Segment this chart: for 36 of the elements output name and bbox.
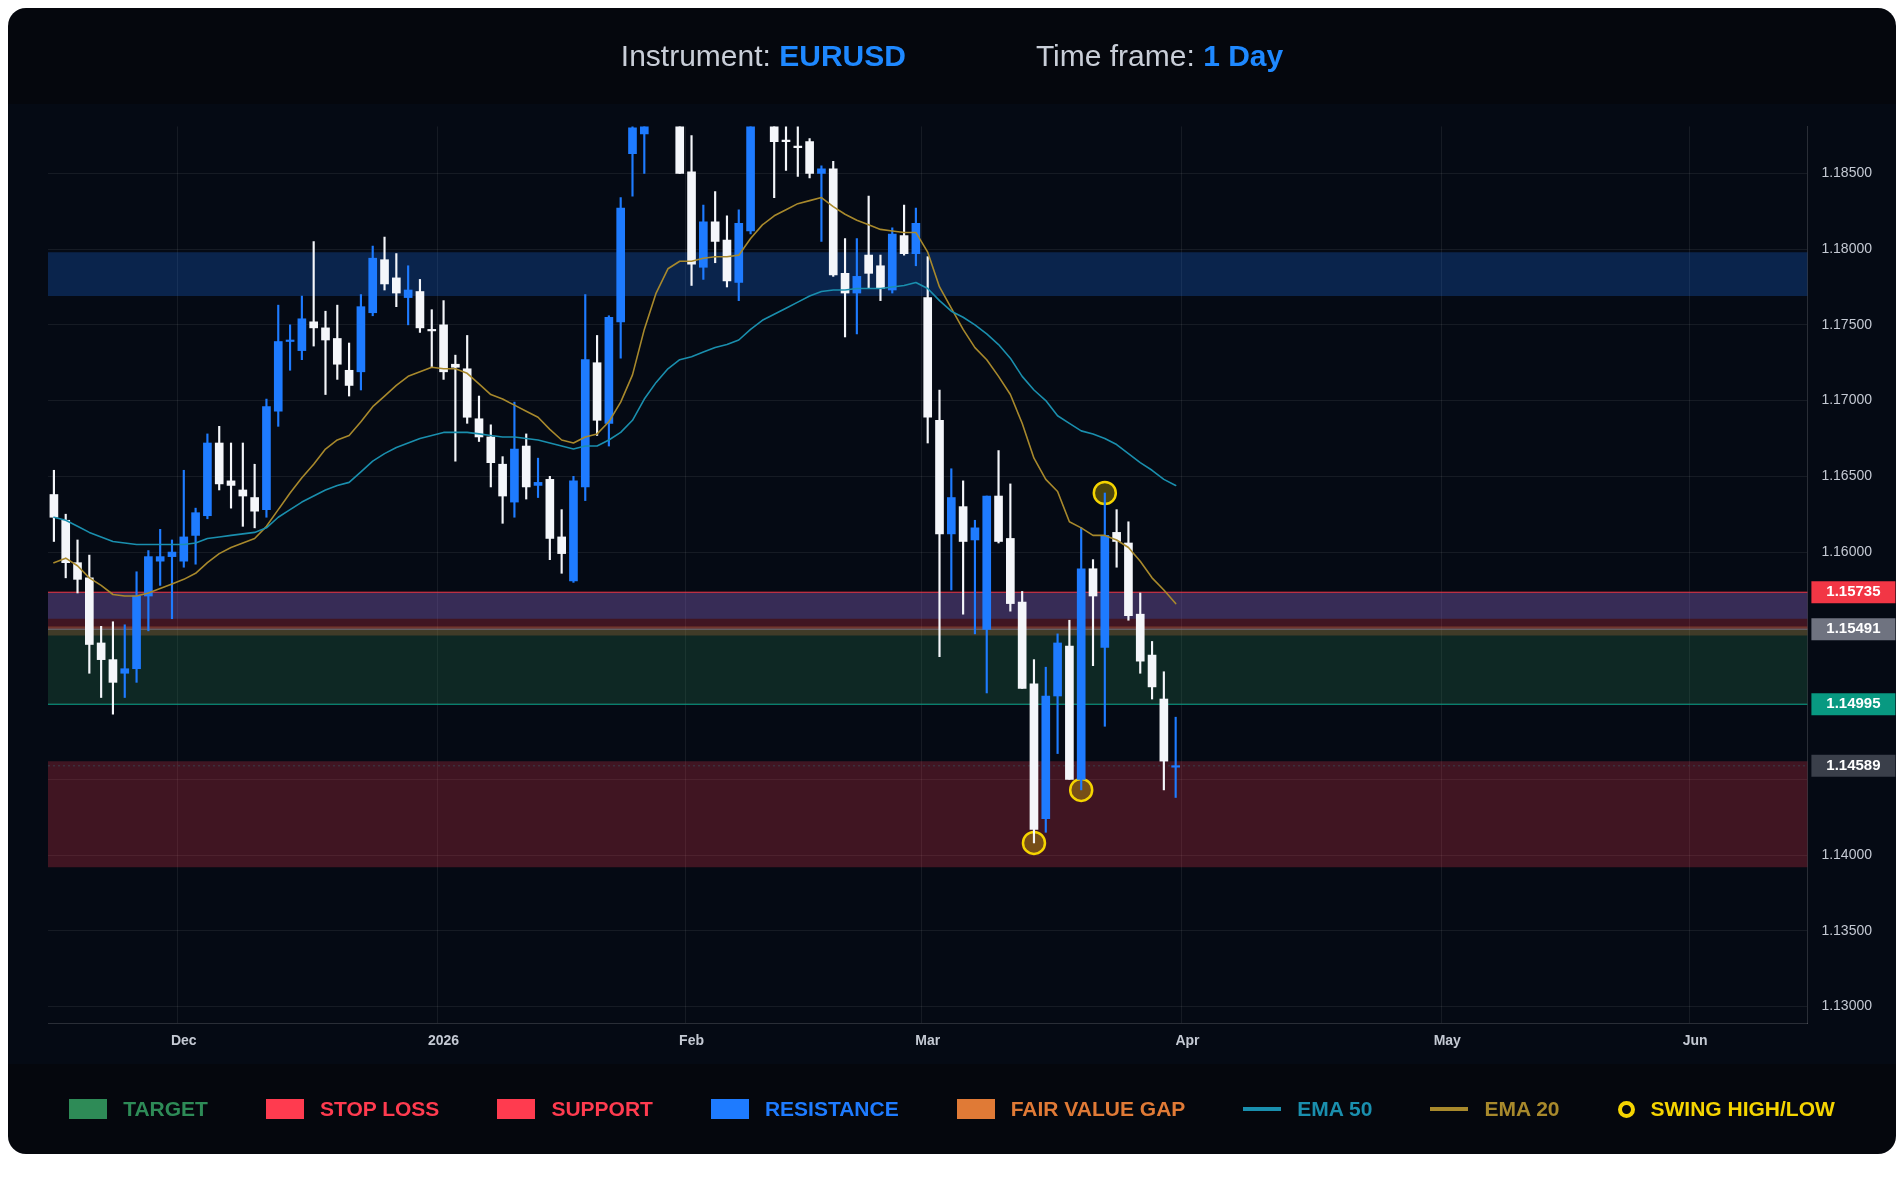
ref-line-label: 1.14995 <box>1826 694 1881 712</box>
ref-line-label: 1.14589 <box>1826 755 1881 773</box>
y-tick-label: 1.17000 <box>1821 391 1873 408</box>
legend-label: RESISTANCE <box>764 1097 899 1121</box>
legend-label: SUPPORT <box>551 1097 653 1121</box>
point <box>1068 777 1094 803</box>
chart-title: Instrument: EURUSD <box>620 39 906 72</box>
legend-label: STOP LOSS <box>319 1097 440 1121</box>
candlestick <box>73 539 82 594</box>
y-tick-label: 1.13000 <box>1821 997 1873 1014</box>
point <box>1092 480 1118 506</box>
ref-line-label: 1.15735 <box>1826 582 1881 600</box>
ref-line-label: 1.15491 <box>1826 619 1881 637</box>
y-tick-label: 1.18500 <box>1821 164 1873 181</box>
legend-label: TARGET <box>123 1097 208 1121</box>
y-tick-label: 1.18000 <box>1821 239 1873 256</box>
x-tick-label: Mar <box>915 1032 941 1049</box>
chart-subtitle: Time frame: 1 Day <box>1035 39 1284 72</box>
x-tick-label: May <box>1433 1032 1462 1049</box>
legend-label: EMA 50 <box>1297 1097 1373 1121</box>
x-tick-label: Jun <box>1682 1032 1708 1049</box>
legend-label: SWING HIGH/LOW <box>1650 1097 1835 1121</box>
y-tick-label: 1.14000 <box>1821 845 1873 862</box>
y-tick-label: 1.16000 <box>1821 542 1873 559</box>
y-tick-label: 1.13500 <box>1821 921 1873 938</box>
legend-label: FAIR VALUE GAP <box>1010 1097 1186 1121</box>
x-tick-label: 2026 <box>427 1032 460 1049</box>
legend-label: EMA 20 <box>1484 1097 1560 1121</box>
y-tick-label: 1.16500 <box>1821 467 1873 484</box>
x-tick-label: Apr <box>1175 1032 1201 1049</box>
y-tick-label: 1.17500 <box>1821 315 1873 332</box>
x-tick-label: Feb <box>679 1032 704 1049</box>
point <box>1021 830 1047 856</box>
candlestick <box>321 310 330 395</box>
x-tick-label: Dec <box>170 1032 197 1049</box>
candlestick <box>817 165 826 242</box>
